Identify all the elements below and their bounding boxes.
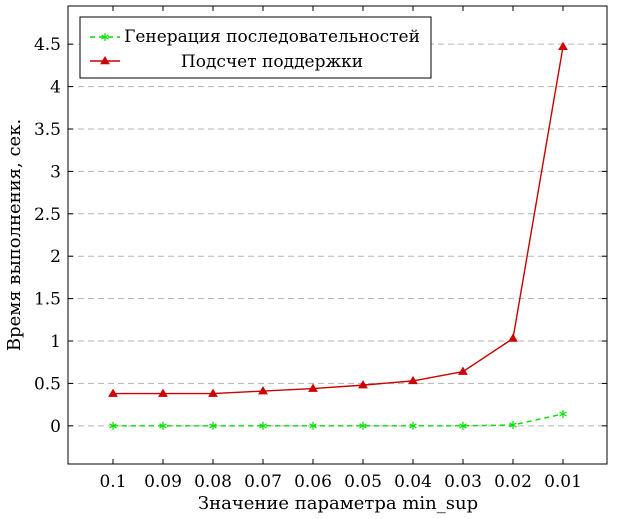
data-point — [109, 421, 117, 430]
plot-area-frame — [67, 5, 608, 465]
data-point — [258, 386, 268, 395]
x-tick-label: 0.08 — [194, 472, 232, 492]
data-point — [208, 388, 218, 397]
x-tick-label: 0.05 — [344, 472, 382, 492]
grid-lines — [68, 43, 607, 427]
x-tick-label: 0.06 — [294, 472, 332, 492]
data-point — [458, 366, 468, 375]
y-tick-label: 4.5 — [34, 35, 61, 55]
y-axis-title: Время выполнения, сек. — [4, 119, 25, 351]
x-tick-label: 0.1 — [99, 472, 126, 492]
y-axis-ticks: 0 0.5 1 1.5 2 2.5 3 3.5 4 4.5 — [34, 35, 607, 437]
x-tick-label: 0.03 — [444, 472, 482, 492]
data-point — [358, 380, 368, 389]
series-line — [113, 46, 564, 395]
x-axis-title: Значение параметра min_sup — [198, 493, 478, 514]
x-tick-label: 0.01 — [544, 472, 582, 492]
legend-label-generation: Генерация последовательностей — [124, 27, 420, 47]
legend-sample-generation — [90, 33, 120, 41]
y-tick-label: 1 — [50, 332, 61, 352]
legend-marker — [101, 33, 109, 41]
data-point — [108, 388, 118, 397]
y-tick-label: 0.5 — [34, 374, 61, 394]
data-point — [558, 41, 568, 51]
x-axis-ticks: 0.1 0.09 0.08 0.07 0.06 0.05 0.04 0.03 0.02 0.01 — [99, 6, 582, 492]
legend-box — [79, 16, 432, 79]
series-1 — [108, 41, 568, 397]
x-tick-label: 0.07 — [244, 472, 282, 492]
y-tick-label: 1.5 — [34, 290, 61, 310]
x-tick-label: 0.02 — [494, 472, 532, 492]
data-point — [408, 375, 418, 385]
legend-label-support: Подсчет поддержки — [181, 52, 363, 72]
data-point — [259, 421, 267, 430]
data-point — [509, 420, 517, 429]
legend-sample-support — [90, 56, 120, 65]
data-point — [409, 421, 417, 430]
y-tick-label: 2 — [50, 247, 61, 267]
legend-marker — [100, 56, 110, 65]
legend: Генерация последовательностей Подсчет по… — [79, 16, 432, 79]
y-tick-label: 4 — [50, 78, 61, 98]
y-tick-label: 2.5 — [34, 205, 61, 225]
y-tick-label: 3.5 — [34, 120, 61, 140]
data-point — [459, 421, 467, 430]
data-point — [508, 333, 518, 342]
series-line — [113, 413, 564, 427]
x-tick-label: 0.04 — [394, 472, 432, 492]
y-tick-label: 3 — [50, 162, 61, 182]
series-group — [108, 41, 568, 430]
data-point — [209, 421, 217, 430]
x-tick-label: 0.09 — [144, 472, 182, 492]
data-point — [559, 409, 567, 418]
data-point — [308, 383, 318, 392]
series-0 — [109, 409, 567, 430]
y-tick-label: 0 — [50, 417, 61, 437]
data-point — [359, 421, 367, 430]
data-point — [159, 421, 167, 430]
data-point — [158, 388, 168, 397]
data-point — [309, 421, 317, 430]
